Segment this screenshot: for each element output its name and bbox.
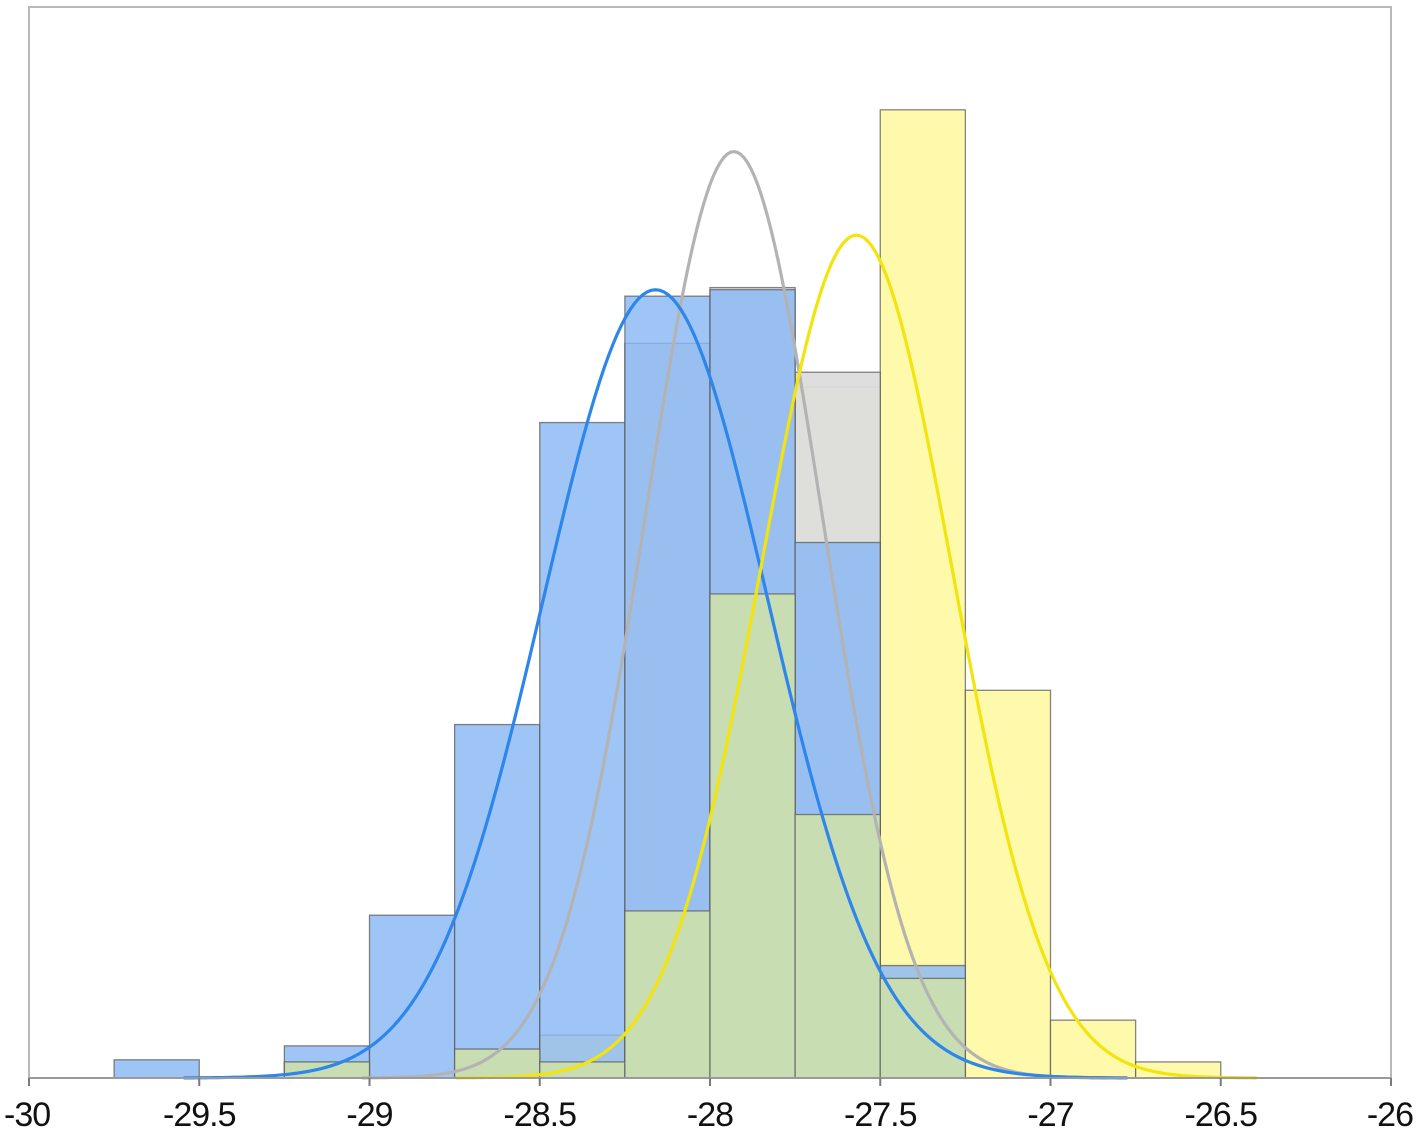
yellow-bar-7 [964,689,1052,1079]
x-tick-label-8: -26 [1367,1096,1413,1134]
yellow-bar-8 [1049,1019,1137,1079]
blue-normal-curve [183,288,1128,1080]
x-tick-label-6: -27 [1027,1096,1073,1134]
overlap-bar-4 [709,593,796,1079]
x-tick-label-2: -29 [346,1096,392,1134]
x-axis-ticks: -30 -29.5 -29 -28.5 -28 -27.5 -27 -26.5 -26 [4,1078,1414,1134]
x-tick-label-5: -27.5 [844,1096,917,1134]
x-tick-label-7: -26.5 [1185,1096,1258,1134]
overlap-bar-3 [624,910,711,1079]
yellow-normal-curve [455,233,1257,1080]
curve-layer [183,149,1257,1080]
x-tick-label-0: -30 [4,1096,50,1134]
yellow-bar-6 [879,109,967,1079]
overlap-bar-5 [794,813,881,1079]
blue-bar-3 [453,723,541,1079]
gray-normal-curve [362,149,1106,1080]
overlap-bar-0 [283,1061,371,1079]
x-tick-label-3: -28.5 [504,1096,577,1134]
x-tick-label-4: -28 [687,1096,733,1134]
x-tick-label-1: -29.5 [163,1096,236,1134]
blue-bar-0 [113,1059,200,1079]
blue-bar-2 [368,914,456,1079]
blue-bar-4 [539,421,626,1079]
